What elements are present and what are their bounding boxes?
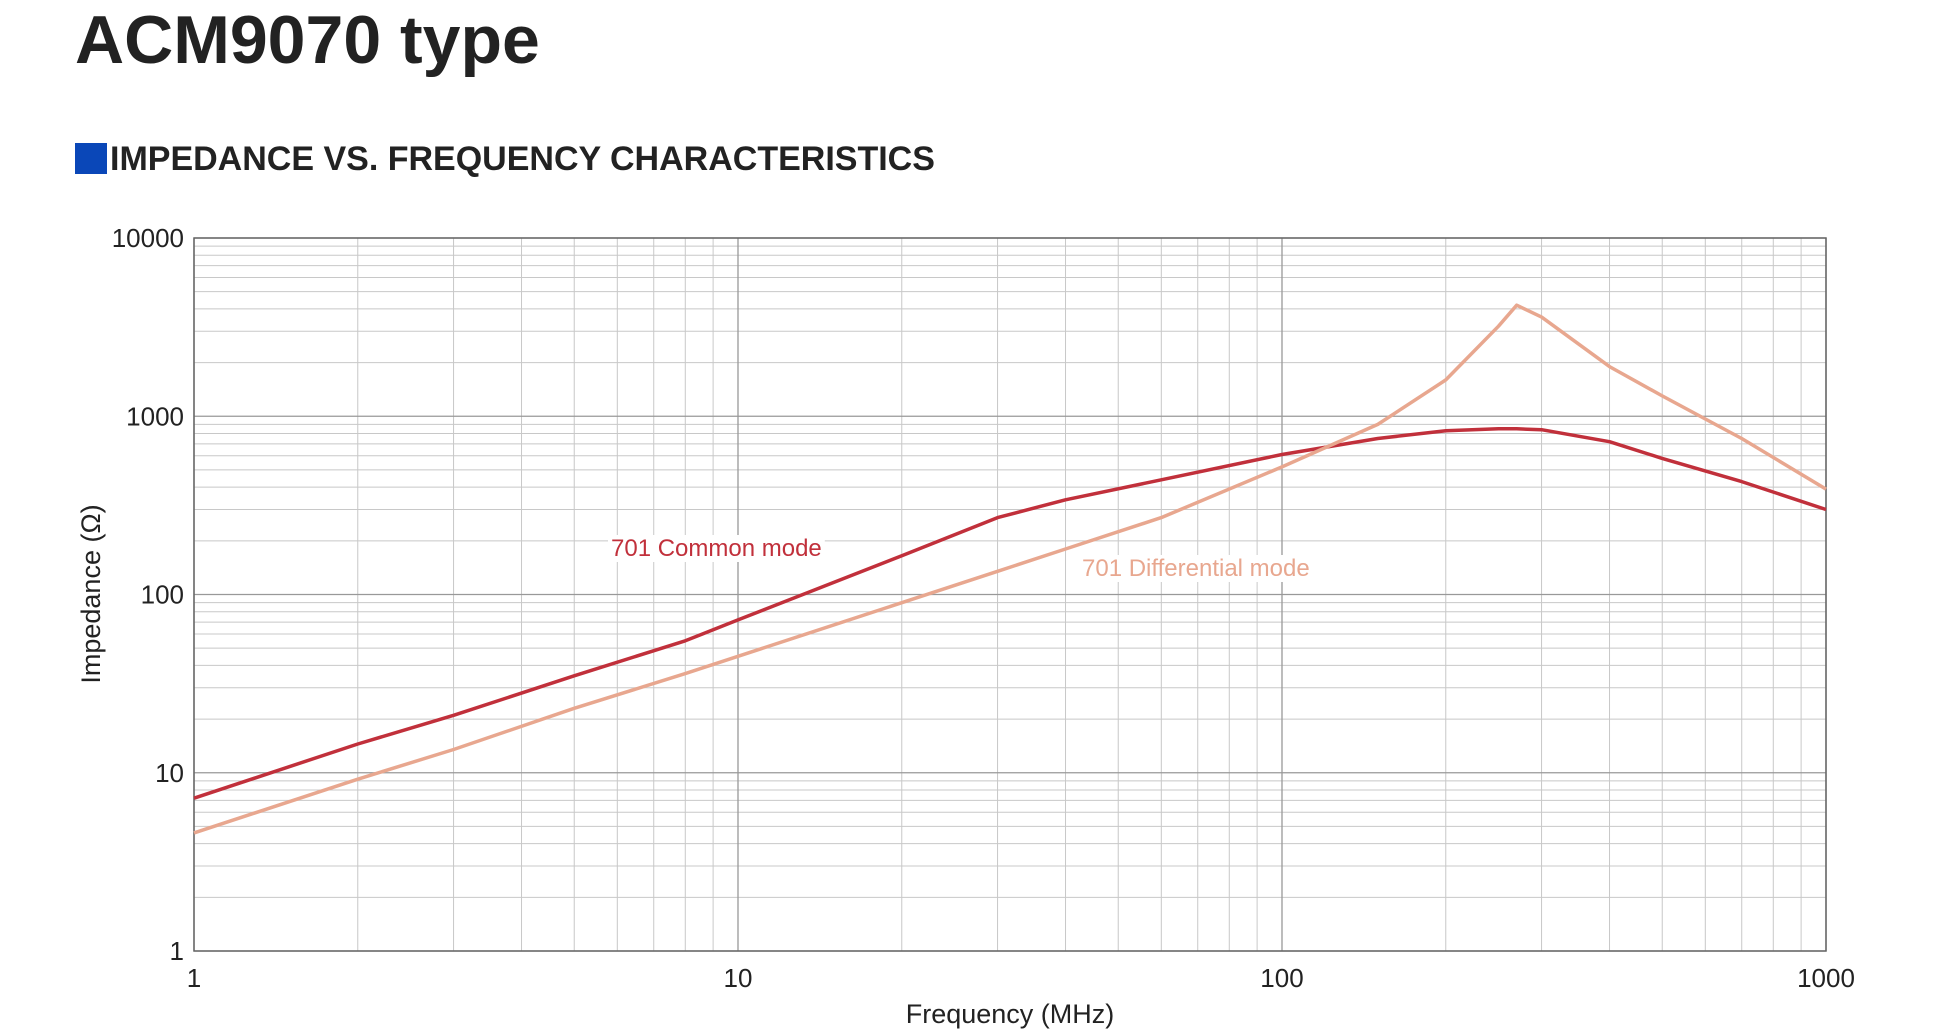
series-line (193, 303, 1827, 835)
series-label: 701 Common mode (611, 535, 822, 562)
x-tick-label: 10 (724, 963, 753, 993)
x-tick-label: 1 (187, 963, 201, 993)
page-title: ACM9070 type (75, 2, 540, 78)
x-axis-label: Frequency (MHz) (906, 999, 1115, 1029)
y-tick-label: 10000 (112, 223, 184, 253)
y-tick-label: 100 (141, 580, 184, 610)
series-label-bg (608, 535, 825, 562)
y-axis-label: Impedance (Ω) (76, 504, 106, 683)
y-tick-label: 1 (170, 936, 184, 966)
y-tick-label: 1000 (126, 401, 184, 431)
x-tick-label: 1000 (1797, 963, 1855, 993)
series-label-bg (1079, 555, 1313, 582)
chart-title: IMPEDANCE VS. FREQUENCY CHARACTERISTICS (110, 140, 935, 178)
series-label: 701 Differential mode (1082, 555, 1310, 582)
plot-frame (193, 237, 1827, 952)
section-marker (75, 143, 107, 174)
series-line (193, 427, 1827, 800)
y-tick-label: 10 (155, 758, 184, 788)
x-tick-label: 100 (1260, 963, 1303, 993)
